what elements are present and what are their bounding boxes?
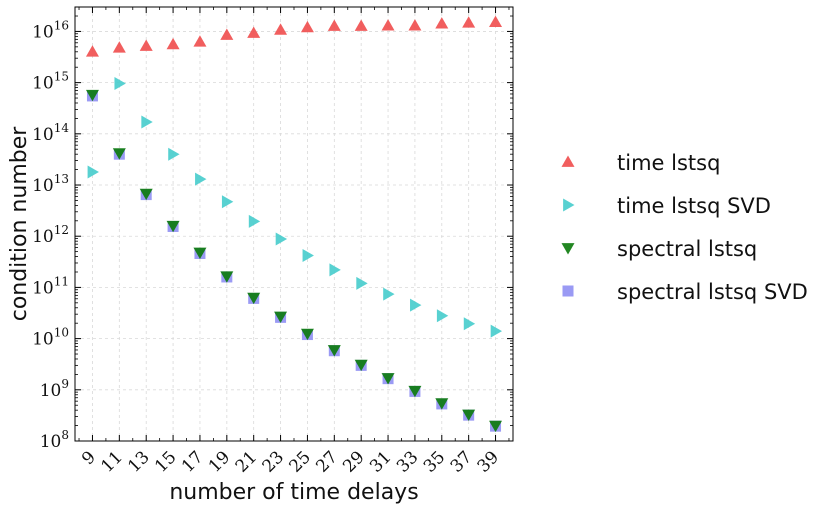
point-time-lstsq	[220, 28, 234, 40]
grid-lines	[75, 7, 513, 442]
y-tick-label: 1012	[32, 223, 69, 247]
x-tick-label: 39	[474, 447, 503, 476]
point-time-lstsq	[489, 15, 503, 27]
point-spectral-lstsq	[327, 345, 341, 357]
point-time-lstsq-svd	[436, 309, 449, 323]
point-spectral-lstsq	[408, 385, 422, 398]
x-tick-label: 37	[447, 447, 476, 476]
legend-label: spectral lstsq SVD	[617, 280, 808, 304]
point-time-lstsq-svd	[114, 77, 126, 91]
point-spectral-lstsq	[462, 409, 476, 421]
y-tick-label: 1011	[32, 274, 69, 298]
plot-frame	[74, 6, 514, 442]
y-tick-label: 1013	[32, 172, 69, 196]
point-time-lstsq	[166, 37, 180, 50]
x-tick-label: 17	[178, 447, 207, 476]
x-tick-label: 25	[286, 447, 315, 476]
legend-label: spectral lstsq	[617, 237, 757, 261]
point-spectral-lstsq	[489, 420, 503, 433]
point-time-lstsq-svd	[195, 172, 207, 186]
x-tick-label: 19	[205, 447, 234, 476]
x-tick-label: 9	[78, 447, 100, 469]
point-time-lstsq-svd	[275, 232, 288, 246]
point-time-lstsq	[247, 26, 261, 38]
point-spectral-lstsq	[300, 328, 314, 341]
point-time-lstsq	[327, 19, 341, 31]
point-spectral-lstsq	[435, 398, 449, 410]
data-marks	[85, 15, 503, 433]
x-tick-label: 23	[259, 447, 288, 476]
point-spectral-lstsq	[166, 220, 180, 233]
point-spectral-lstsq	[85, 89, 99, 102]
point-time-lstsq-svd	[302, 249, 314, 263]
point-time-lstsq	[381, 19, 395, 31]
y-tick-label: 1016	[32, 18, 69, 42]
point-spectral-lstsq	[381, 373, 395, 385]
point-time-lstsq	[300, 20, 314, 33]
point-time-lstsq	[462, 16, 476, 28]
legend-label: time lstsq SVD	[617, 194, 771, 218]
point-time-lstsq	[274, 23, 288, 35]
x-tick-label: 35	[420, 447, 449, 476]
point-spectral-lstsq	[274, 311, 288, 324]
point-time-lstsq	[85, 45, 99, 57]
x-tick-label: 11	[97, 447, 126, 476]
point-time-lstsq	[435, 17, 449, 29]
legend-marker	[561, 155, 575, 167]
point-time-lstsq-svd	[356, 276, 368, 290]
legend-marker	[561, 243, 575, 255]
y-tick-label: 109	[40, 377, 69, 401]
y-tick-label: 108	[40, 428, 69, 452]
point-time-lstsq-svd	[490, 324, 503, 338]
point-time-lstsq-svd	[141, 115, 153, 129]
point-spectral-lstsq	[193, 247, 207, 260]
point-time-lstsq-svd	[248, 214, 261, 228]
x-tick-label: 27	[312, 447, 341, 476]
point-time-lstsq	[193, 35, 207, 47]
point-spectral-lstsq	[139, 188, 153, 201]
x-tick-label: 33	[393, 447, 422, 476]
point-spectral-lstsq	[220, 271, 234, 283]
y-axis-title: condition number	[7, 126, 32, 322]
x-tick-label: 31	[366, 447, 395, 476]
point-time-lstsq-svd	[221, 195, 234, 209]
point-time-lstsq-svd	[329, 263, 341, 277]
x-tick-label: 13	[124, 447, 153, 476]
legend-marker	[562, 285, 574, 297]
legend-marker	[563, 198, 575, 212]
y-tick-label: 1014	[32, 121, 69, 145]
point-time-lstsq	[354, 19, 368, 31]
point-time-lstsq-svd	[463, 317, 476, 331]
point-spectral-lstsq	[112, 148, 126, 160]
point-time-lstsq-svd	[383, 287, 395, 301]
y-tick-label: 1010	[32, 326, 69, 350]
legend: time lstsq time lstsq SVD spectral lstsq sp…	[561, 151, 808, 304]
point-time-lstsq-svd	[87, 165, 99, 179]
point-time-lstsq-svd	[410, 298, 422, 312]
point-spectral-lstsq	[247, 292, 261, 305]
point-time-lstsq	[112, 41, 126, 53]
x-tick-label: 29	[339, 447, 368, 476]
x-tick-label: 21	[232, 447, 261, 476]
x-tick-label: 15	[151, 447, 180, 476]
y-tick-label: 1015	[32, 70, 69, 94]
point-time-lstsq	[139, 39, 153, 51]
legend-label: time lstsq	[617, 151, 720, 175]
point-time-lstsq-svd	[168, 147, 180, 161]
point-spectral-lstsq	[354, 359, 368, 372]
x-axis-title: number of time delays	[169, 480, 418, 505]
point-time-lstsq	[408, 19, 422, 31]
